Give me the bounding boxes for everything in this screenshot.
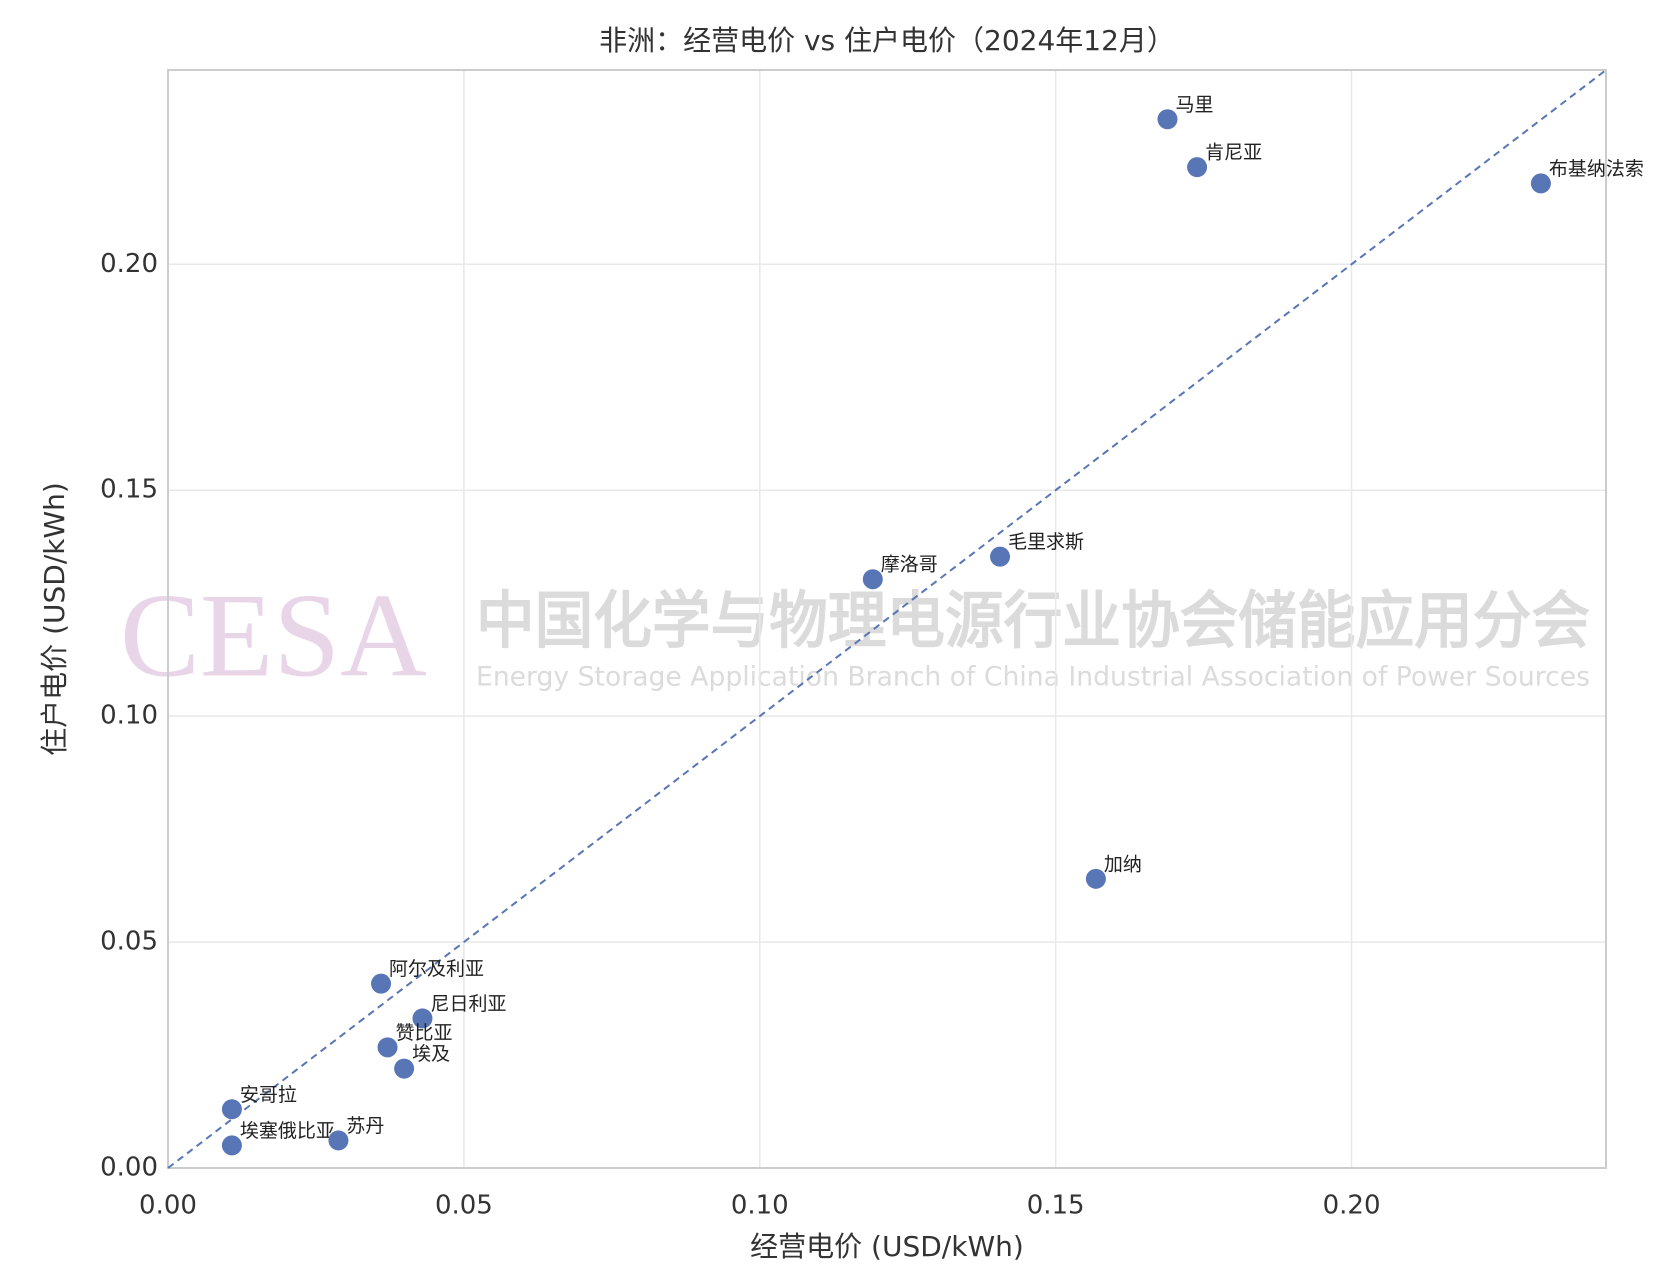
point <box>371 973 392 994</box>
y-tick-label: 0.10 <box>100 701 158 731</box>
point-label: 尼日利亚 <box>430 993 506 1015</box>
point <box>221 1099 242 1120</box>
point <box>328 1130 349 1151</box>
point <box>990 546 1011 567</box>
point-label: 布基纳法索 <box>1549 158 1644 180</box>
watermark-title: 中国化学与物理电源行业协会储能应用分会 <box>476 584 1590 657</box>
x-tick-label: 0.05 <box>435 1191 493 1221</box>
point <box>394 1058 415 1079</box>
plot-frame <box>167 69 1607 1169</box>
point <box>377 1037 398 1058</box>
point <box>412 1008 433 1029</box>
x-tick-label: 0.20 <box>1323 1191 1381 1221</box>
point-label: 阿尔及利亚 <box>389 958 484 980</box>
point-label: 赞比亚 <box>396 1022 453 1044</box>
point-label: 安哥拉 <box>240 1084 297 1106</box>
point-label: 毛里求斯 <box>1008 531 1084 553</box>
y-tick-label: 0.15 <box>100 475 158 505</box>
point <box>862 569 883 590</box>
point-label: 加纳 <box>1104 853 1142 875</box>
point-label: 肯尼亚 <box>1205 142 1262 164</box>
y-axis-label: 住户电价 (USD/kWh) <box>38 482 71 756</box>
watermark-subtitle: Energy Storage Application Branch of Chi… <box>476 662 1590 693</box>
point-label: 埃塞俄比亚 <box>240 1120 335 1142</box>
watermark: CESA 中国化学与物理电源行业协会储能应用分会 Energy Storage … <box>120 569 1590 702</box>
x-tick-label: 0.10 <box>731 1191 789 1221</box>
y-tick-label: 0.05 <box>100 927 158 957</box>
point-label: 苏丹 <box>346 1115 384 1137</box>
point-label: 马里 <box>1175 94 1213 116</box>
watermark-logo: CESA <box>120 569 427 702</box>
point <box>221 1135 242 1156</box>
point-label: 埃及 <box>412 1043 450 1065</box>
y-tick-label: 0.00 <box>100 1153 158 1183</box>
x-tick-label: 0.15 <box>1027 1191 1085 1221</box>
chart-title: 非洲：经营电价 vs 住户电价（2024年12月） <box>599 24 1175 57</box>
point <box>1530 173 1551 194</box>
reference-line <box>167 69 1607 1169</box>
x-axis-label: 经营电价 (USD/kWh) <box>750 1230 1024 1263</box>
point <box>1187 157 1208 178</box>
point-label: 摩洛哥 <box>881 554 938 576</box>
point <box>1157 109 1178 130</box>
y-tick-label: 0.20 <box>100 249 158 279</box>
x-tick-label: 0.00 <box>139 1191 197 1221</box>
point <box>1085 868 1106 889</box>
